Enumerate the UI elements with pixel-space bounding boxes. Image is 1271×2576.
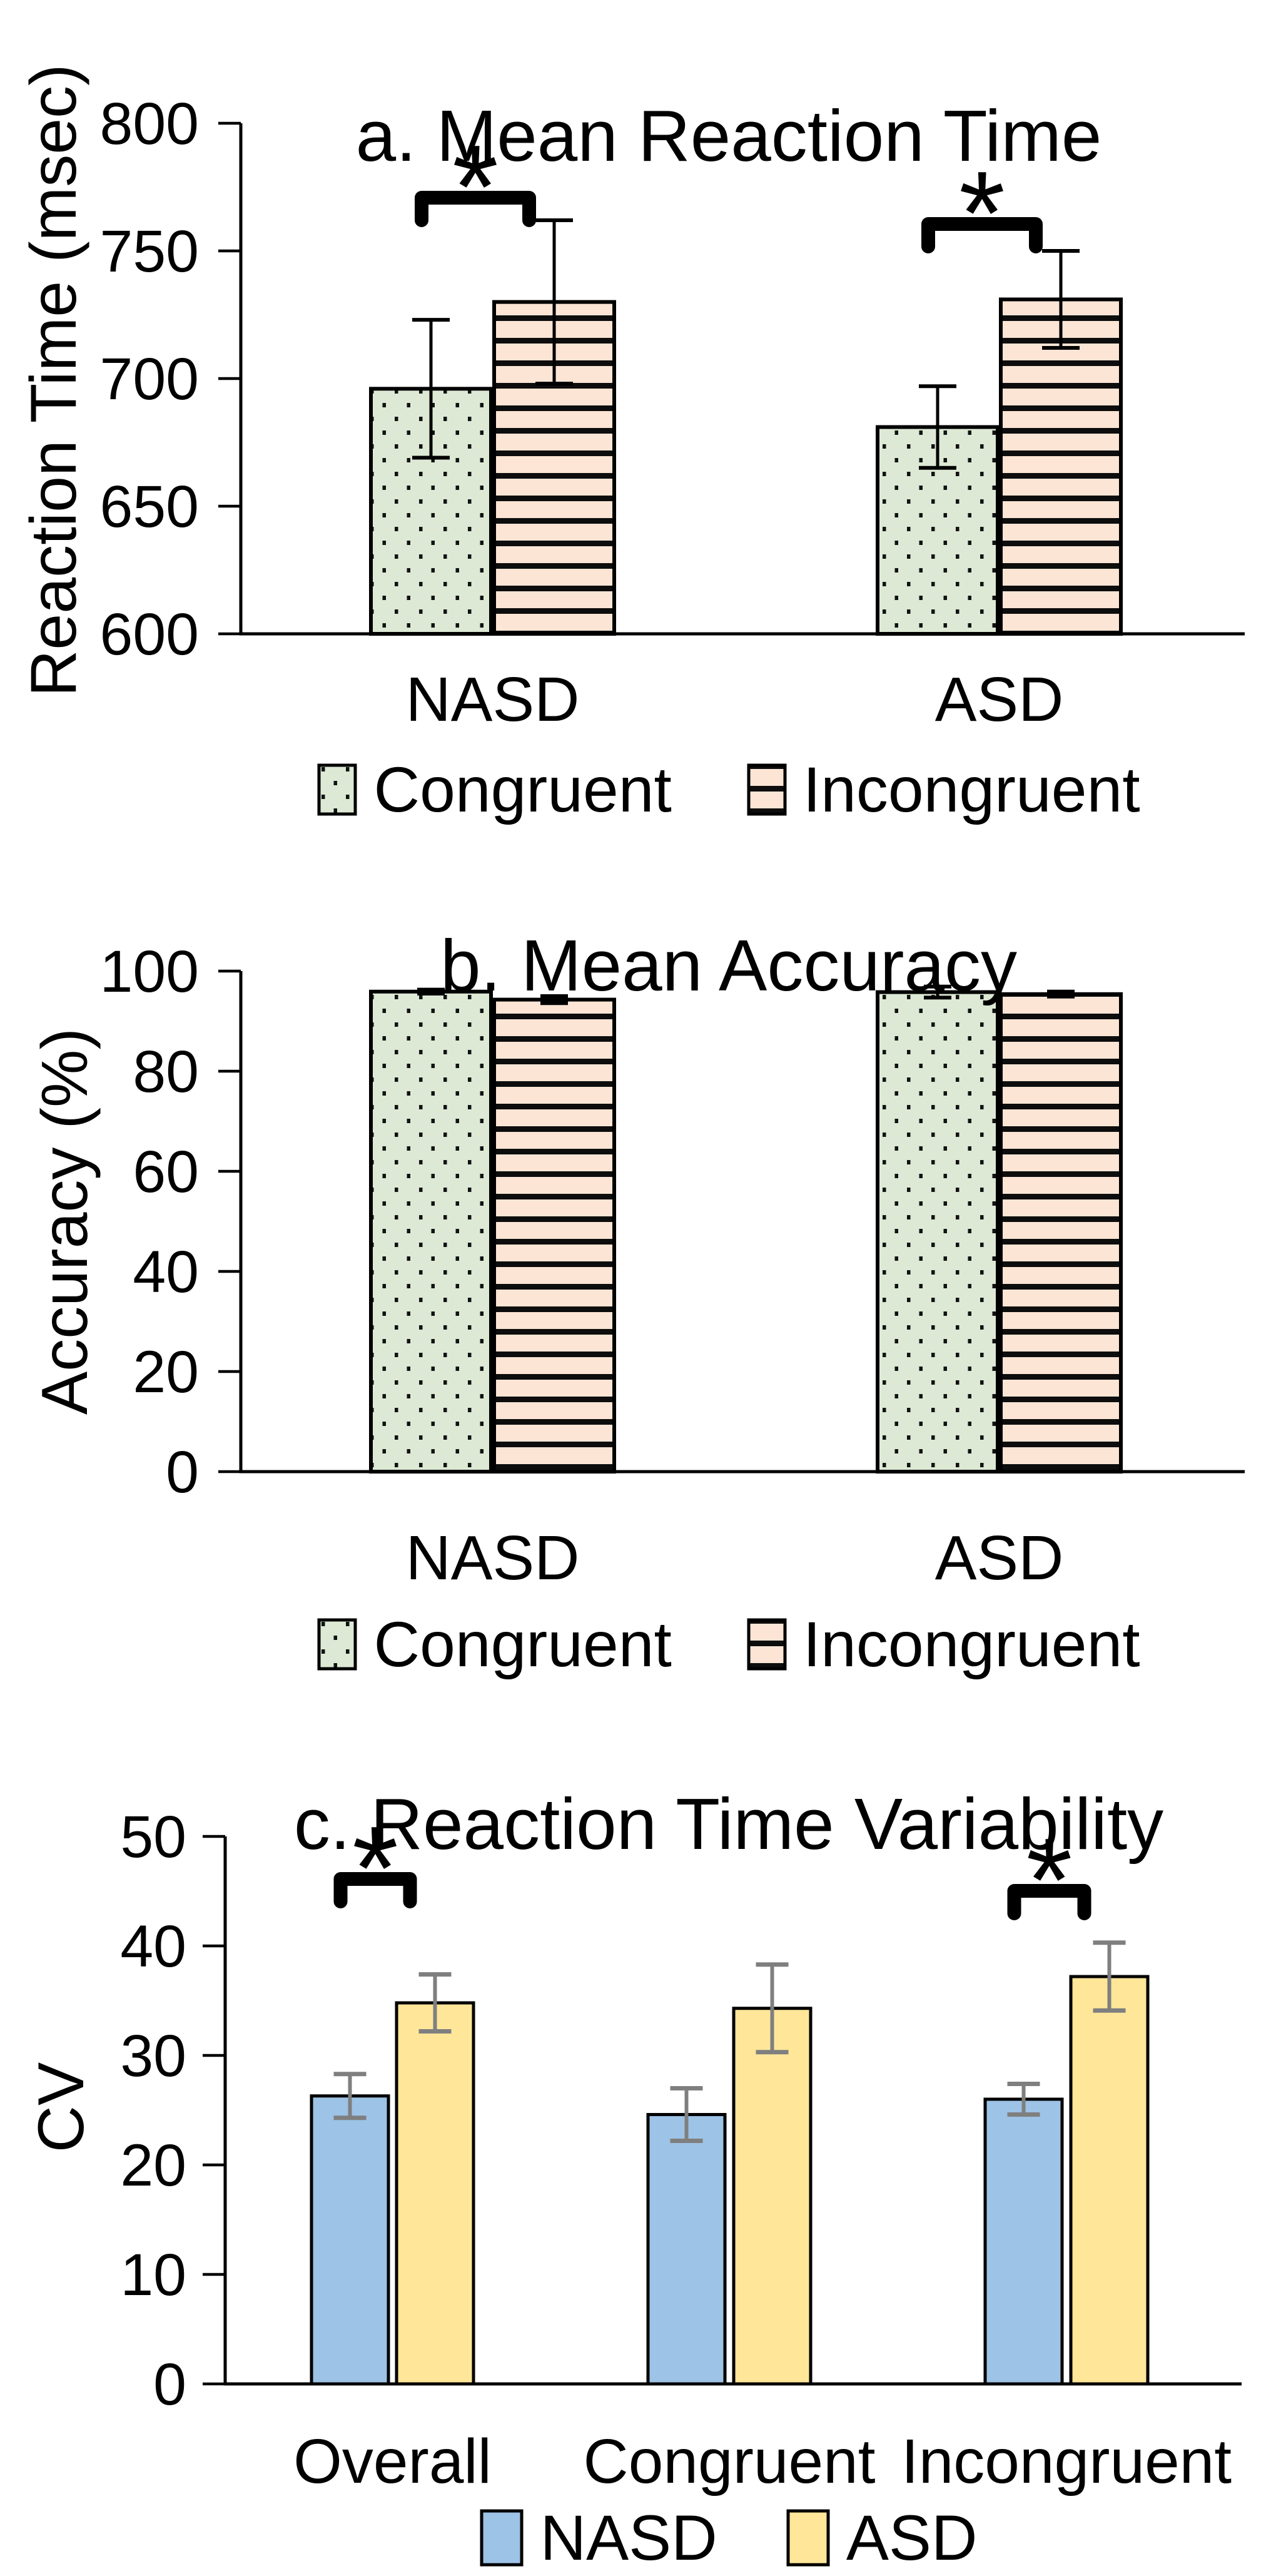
y-tick-label-b: 80 [133,1039,199,1105]
y-tick-label-a: 800 [99,91,199,157]
legend-item-congruent: Congruent [317,1609,672,1680]
legend-item-nasd: NASD [480,2506,717,2570]
legend-label: Incongruent [803,1609,1140,1680]
sig-bracket-c [333,1872,417,1908]
y-tick-label-c: 20 [120,2132,186,2199]
legend-label: Congruent [373,1609,672,1680]
chart-b-title: b. Mean Accuracy [440,925,1017,1007]
y-tick-label-b: 60 [133,1139,199,1205]
y-tick-label-c: 40 [120,1913,186,1980]
category-label-b-nasd: NASD [406,1523,580,1593]
congruent-swatch-icon [317,1618,357,1671]
chart-b-y-axis-title: Accuracy (%) [29,1027,101,1415]
y-tick-label-c: 30 [120,2023,186,2089]
category-label-c-congruent: Congruent [584,2426,876,2497]
bar-b-nasd-congruent [369,989,493,1474]
category-label-a-nasd: NASD [406,664,580,735]
bar-c-congruent-nasd [646,2113,727,2386]
y-tick-label-b: 40 [133,1239,199,1305]
legend-item-incongruent: Incongruent [747,1612,1140,1676]
sig-asterisk-a: * [959,147,1005,280]
y-tick-label-c: 0 [153,2351,186,2418]
y-tick-label-c: 10 [120,2242,186,2308]
chart-b-legend: Congruent Incongruent [213,1601,1245,1688]
congruent-swatch-icon [317,763,357,816]
chart-c-title: c. Reaction Time Variability [293,1783,1164,1865]
y-tick-label-c: 50 [120,1804,186,1870]
category-label-a-asd: ASD [935,664,1064,735]
y-tick-label-b: 100 [99,939,199,1005]
chart-c-legend: NASD ASD [213,2494,1245,2576]
incongruent-swatch-icon [747,763,787,816]
sig-bracket-c [1007,1884,1091,1920]
legend-label: NASD [540,2502,717,2573]
bar-c-overall-nasd [310,2094,390,2386]
nasd-swatch-icon [480,2509,524,2567]
chart-a-legend: Congruent Incongruent [213,746,1245,833]
y-tick-label-b: 0 [166,1439,199,1505]
y-tick-label-a: 600 [99,601,199,668]
category-label-c-incongruent: Incongruent [901,2426,1232,2497]
legend-item-incongruent: Incongruent [747,758,1140,822]
chart-a-y-axis-title: Reaction Time (msec) [18,64,90,697]
legend-label: Congruent [373,754,672,825]
category-label-b-asd: ASD [935,1523,1064,1593]
legend-label: ASD [846,2502,978,2573]
bar-c-overall-asd [395,2001,475,2386]
sig-asterisk-c: * [352,1802,398,1935]
sig-asterisk-c: * [1026,1814,1073,1947]
y-tick-label-a: 650 [99,474,199,540]
bar-b-asd-congruent [876,990,1000,1474]
y-tick-label-b: 20 [133,1339,199,1405]
incongruent-swatch-icon [747,1618,787,1671]
sig-asterisk-a: * [452,121,499,253]
asd-swatch-icon [786,2509,830,2567]
sig-bracket-a [415,191,536,227]
bar-b-nasd-incongruent [492,997,616,1474]
bar-c-incongruent-nasd [983,2097,1064,2386]
legend-item-congruent: Congruent [317,754,672,825]
bar-c-congruent-asd [732,2007,813,2386]
sig-bracket-a [921,217,1043,253]
bar-c-incongruent-asd [1069,1975,1150,2386]
legend-label: Incongruent [803,754,1140,825]
y-tick-label-a: 700 [99,346,199,412]
chart-c-y-axis-title: CV [25,2062,98,2153]
chart-a-title: a. Mean Reaction Time [355,95,1102,177]
category-label-c-overall: Overall [293,2426,492,2497]
bar-b-asd-incongruent [999,992,1123,1474]
bar-a-asd-incongruent [999,297,1123,636]
y-tick-label-a: 750 [99,218,199,285]
legend-item-asd: ASD [786,2506,978,2570]
